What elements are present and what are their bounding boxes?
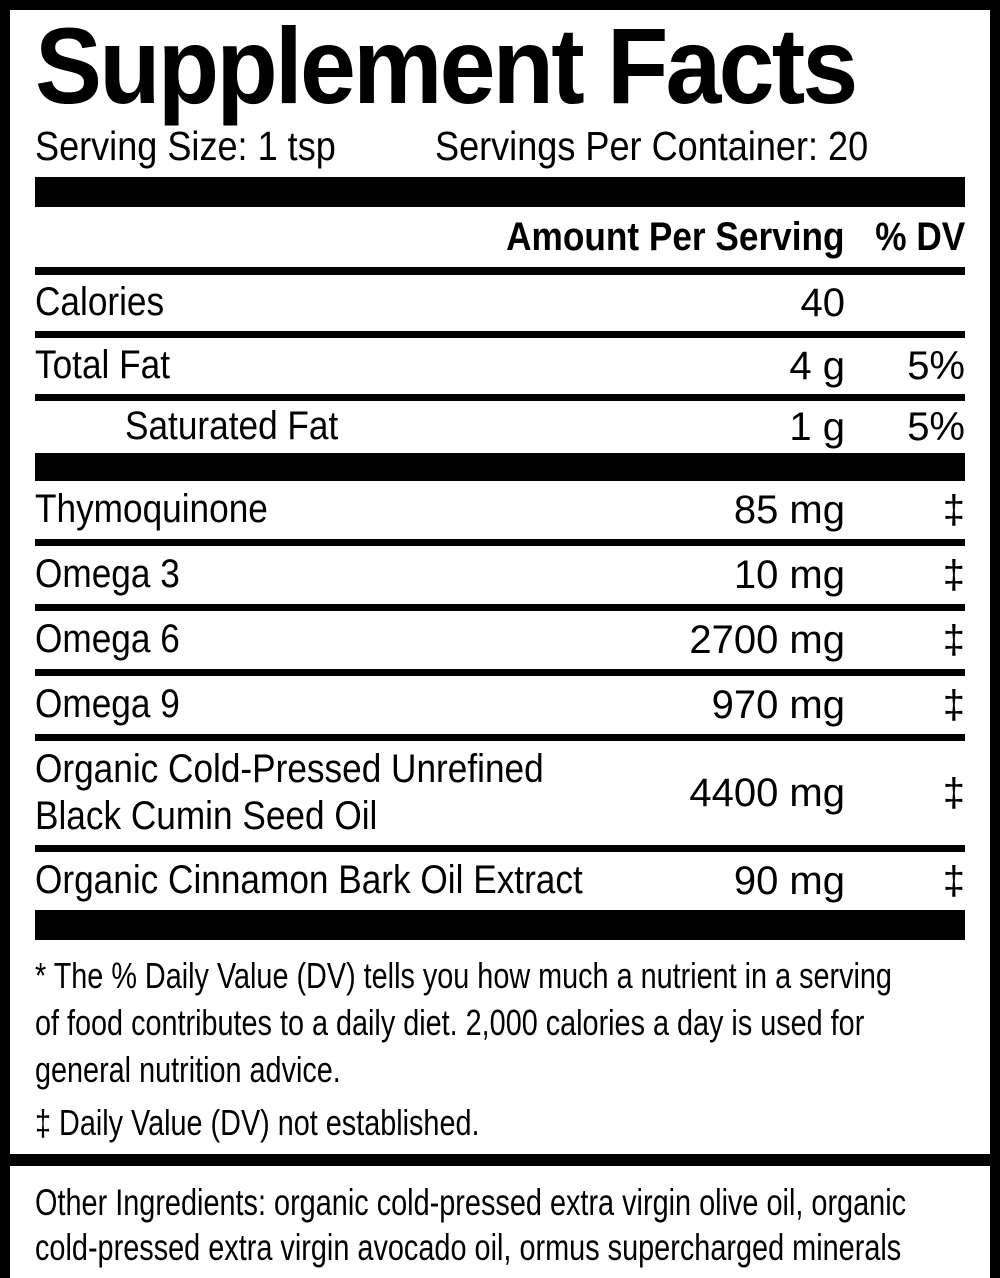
nutrient-name: Thymoquinone xyxy=(35,486,734,533)
servings-per-container-text: Servings Per Container: 20 xyxy=(435,123,869,169)
dv-footnote-line: of food contributes to a daily diet. 2,0… xyxy=(35,999,965,1046)
nutrient-name: Omega 6 xyxy=(35,616,689,663)
nutrient-row: Thymoquinone 85 mg ‡ xyxy=(10,481,990,539)
footnotes: * The % Daily Value (DV) tells you how m… xyxy=(10,940,990,1146)
serving-size: Serving Size: 1 tsp xyxy=(35,120,435,173)
nutrient-amount: 10 mg xyxy=(733,552,845,597)
nutrient-dv: ‡ xyxy=(942,552,965,597)
serving-size-text: Serving Size: 1 tsp xyxy=(35,123,336,169)
nutrient-amount: 970 mg xyxy=(711,682,845,727)
nutrient-name-line: Organic Cinnamon Bark Oil Extract xyxy=(35,858,583,903)
row-divider xyxy=(35,604,965,611)
percent-dv-header-text: % DV xyxy=(875,214,965,259)
dv-footnote-line-text: * The % Daily Value (DV) tells you how m… xyxy=(35,955,892,996)
nutrient-name: Omega 3 xyxy=(35,551,734,598)
row-divider xyxy=(35,394,965,401)
not-established-footnote: ‡ Daily Value (DV) not established. xyxy=(35,1099,965,1146)
nutrient-dv: ‡ xyxy=(942,770,965,815)
nutrient-name: Calories xyxy=(35,279,801,326)
nutrient-row: Omega 9 970 mg ‡ xyxy=(10,676,990,734)
amount-per-serving-header: Amount Per Serving xyxy=(460,215,845,260)
nutrient-name-line: Calories xyxy=(35,280,165,325)
active-ingredient-rows: Thymoquinone 85 mg ‡ Omega 3 10 mg ‡ Ome… xyxy=(10,481,990,910)
header-divider xyxy=(35,267,965,275)
percent-dv-header: % DV xyxy=(845,215,965,260)
nutrient-row: Calories 40 xyxy=(10,275,990,331)
other-ingredients-line-text: Other Ingredients: organic cold-pressed … xyxy=(35,1182,907,1223)
other-ingredients-line: cold-pressed extra virgin avocado oil, o… xyxy=(35,1225,965,1270)
row-divider xyxy=(35,539,965,546)
page-title: Supplement Facts xyxy=(35,12,965,120)
section-bar-bottom xyxy=(35,910,965,940)
nutrient-amount: 40 xyxy=(800,280,846,325)
nutrient-row: Organic Cinnamon Bark Oil Extract 90 mg … xyxy=(10,852,990,910)
nutrient-row: Omega 3 10 mg ‡ xyxy=(10,546,990,604)
nutrient-name: Saturated Fat xyxy=(35,403,789,450)
serving-info: Serving Size: 1 tsp Servings Per Contain… xyxy=(35,120,965,173)
dv-footnote-line: general nutrition advice. xyxy=(35,1046,965,1093)
amount-per-serving-header-text: Amount Per Serving xyxy=(506,214,845,259)
nutrient-name: Organic Cinnamon Bark Oil Extract xyxy=(35,857,734,904)
nutrient-amount: 90 mg xyxy=(733,858,845,903)
nutrient-amount: 4 g xyxy=(789,343,845,388)
row-divider xyxy=(35,331,965,338)
nutrient-name-line: Omega 9 xyxy=(35,682,180,727)
nutrient-row: Saturated Fat 1 g 5% xyxy=(10,401,990,453)
nutrient-amount: 1 g xyxy=(789,404,845,449)
page-title-text: Supplement Facts xyxy=(35,5,858,126)
dv-footnote-line-text: of food contributes to a daily diet. 2,0… xyxy=(35,1002,865,1043)
nutrient-row: Total Fat 4 g 5% xyxy=(10,338,990,394)
other-ingredients-line: Other Ingredients: organic cold-pressed … xyxy=(35,1180,965,1225)
nutrient-row: Omega 6 2700 mg ‡ xyxy=(10,611,990,669)
row-divider xyxy=(35,734,965,741)
dv-footnote-line-text: general nutrition advice. xyxy=(35,1049,341,1090)
nutrient-amount: 4400 mg xyxy=(689,770,845,815)
nutrient-dv: 5% xyxy=(907,343,965,388)
nutrient-name-line: Organic Cold-Pressed Unrefined xyxy=(35,746,544,791)
nutrient-dv: 5% xyxy=(907,404,965,449)
nutrient-row: Organic Cold-Pressed Unrefined Black Cumi… xyxy=(10,741,990,845)
row-divider xyxy=(35,845,965,852)
nutrient-name: Total Fat xyxy=(35,342,789,389)
nutrient-amount: 2700 mg xyxy=(689,617,845,662)
dv-footnote-line: * The % Daily Value (DV) tells you how m… xyxy=(35,952,965,999)
nutrient-dv: ‡ xyxy=(942,682,965,727)
nutrient-amount: 85 mg xyxy=(733,487,845,532)
section-bar-middle xyxy=(35,453,965,481)
other-ingredients-line-text: cold-pressed extra virgin avocado oil, o… xyxy=(35,1227,902,1268)
row-divider xyxy=(35,669,965,676)
nutrient-name-line: Black Cumin Seed Oil xyxy=(35,794,378,838)
nutrient-name-line: Thymoquinone xyxy=(35,487,268,532)
nutrient-name: Omega 9 xyxy=(35,681,712,728)
column-header-row: Amount Per Serving % DV xyxy=(10,207,990,267)
other-ingredients: Other Ingredients: organic cold-pressed … xyxy=(10,1166,990,1270)
nutrient-name: Organic Cold-Pressed Unrefined Black Cumi… xyxy=(35,746,689,840)
nutrient-dv: ‡ xyxy=(942,617,965,662)
nutrient-name-line: Total Fat xyxy=(35,343,170,388)
servings-per-container: Servings Per Container: 20 xyxy=(435,120,927,173)
section-bar-top xyxy=(35,177,965,207)
nutrient-dv: ‡ xyxy=(942,858,965,903)
macro-nutrient-rows: Calories 40 Total Fat 4 g 5% Saturated F… xyxy=(10,275,990,453)
nutrient-name-line: Omega 3 xyxy=(35,552,180,597)
nutrient-name-line: Omega 6 xyxy=(35,617,180,662)
nutrient-name-line: Saturated Fat xyxy=(125,404,339,449)
not-established-footnote-text: ‡ Daily Value (DV) not established. xyxy=(35,1102,480,1143)
panel-bottom-border xyxy=(10,1154,990,1166)
nutrient-dv: ‡ xyxy=(942,487,965,532)
